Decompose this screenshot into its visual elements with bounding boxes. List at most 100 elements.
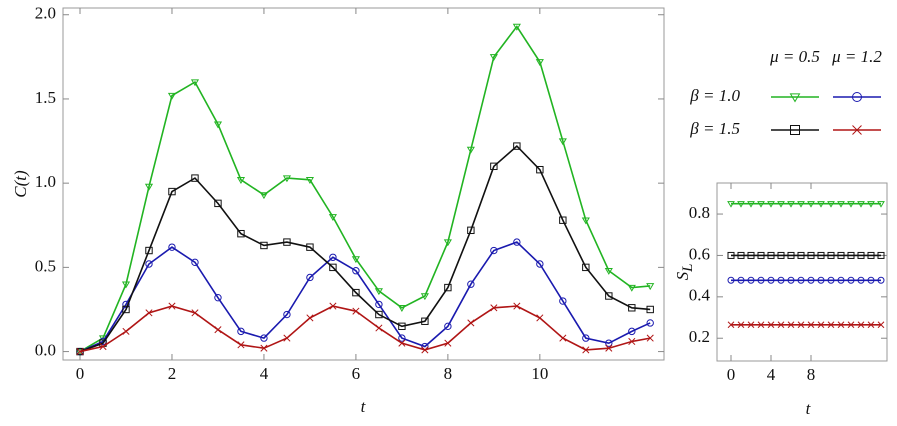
data-point: [535, 59, 544, 67]
data-point: [877, 251, 885, 259]
data-point: [444, 283, 452, 292]
data-point: [747, 251, 755, 259]
data-point: [490, 246, 498, 255]
x-axis-label: t: [806, 399, 812, 418]
data-point: [352, 267, 360, 275]
legend-marker: [852, 92, 862, 102]
data-point: [737, 276, 745, 284]
legend-row-header: β = 1.0: [689, 86, 740, 105]
y-tick-label: 1.0: [35, 172, 56, 191]
data-point: [727, 276, 735, 284]
data-point: [214, 326, 222, 334]
data-point: [847, 251, 855, 259]
series-line: [79, 241, 651, 353]
data-point: [122, 327, 130, 335]
data-point: [757, 251, 765, 259]
data-point: [877, 276, 885, 284]
data-point: [837, 201, 845, 208]
plot-frame: [62, 7, 665, 361]
data-point: [559, 297, 567, 305]
data-point: [145, 246, 153, 255]
data-point: [797, 321, 805, 329]
data-point: [467, 226, 475, 235]
data-point: [582, 346, 590, 354]
data-point: [737, 201, 745, 208]
series-line: [79, 305, 651, 353]
data-point: [827, 321, 835, 329]
data-point: [122, 305, 130, 314]
data-point: [797, 201, 805, 208]
data-point: [797, 276, 805, 284]
data-point: [877, 321, 885, 329]
data-point: [582, 334, 590, 342]
x-tick-label: 4: [260, 364, 269, 383]
data-point: [214, 199, 222, 208]
legend-marker: [789, 93, 801, 103]
data-point: [375, 324, 383, 332]
data-point: [827, 251, 835, 259]
data-point: [421, 346, 429, 354]
data-point: [260, 241, 268, 250]
data-point: [536, 165, 544, 174]
data-point: [857, 276, 865, 284]
data-point: [145, 309, 153, 317]
data-point: [857, 251, 865, 259]
x-tick-label: 4: [767, 365, 776, 384]
data-point: [145, 260, 153, 268]
data-point: [797, 251, 805, 259]
data-point: [306, 243, 314, 251]
x-axis-label: t: [361, 397, 367, 416]
data-point: [75, 348, 85, 356]
legend-marker: [852, 125, 862, 135]
data-point: [767, 251, 775, 259]
data-point: [213, 121, 223, 129]
data-point: [168, 243, 176, 251]
data-point: [559, 334, 567, 342]
y-tick-label: 0.5: [35, 256, 56, 275]
data-point: [144, 183, 154, 191]
legend-marker: [790, 125, 800, 135]
data-point: [757, 321, 765, 329]
data-point: [167, 92, 177, 100]
data-point: [767, 276, 775, 284]
x-tick-label: 0: [727, 365, 736, 384]
data-point: [737, 321, 745, 329]
data-point: [605, 344, 613, 352]
data-point: [867, 201, 875, 208]
data-point: [646, 283, 655, 291]
y-tick-label: 0.8: [689, 203, 710, 222]
data-point: [398, 339, 406, 347]
data-point: [807, 321, 815, 329]
data-point: [827, 201, 835, 208]
y-axis-label-main: C(t): [11, 170, 30, 198]
data-point: [559, 216, 567, 224]
data-point: [604, 267, 613, 275]
data-point: [727, 201, 735, 208]
data-point: [605, 292, 613, 300]
data-point: [375, 300, 383, 309]
data-point: [787, 251, 795, 259]
data-point: [444, 322, 452, 331]
data-point: [282, 175, 292, 183]
data-point: [190, 79, 200, 87]
data-point: [352, 288, 360, 297]
x-tick-label: 10: [531, 364, 548, 383]
data-point: [646, 319, 654, 327]
data-point: [329, 302, 337, 310]
data-point: [807, 251, 815, 259]
data-point: [443, 239, 452, 247]
data-point: [236, 177, 246, 184]
data-point: [787, 276, 795, 284]
data-point: [283, 238, 291, 246]
data-point: [747, 321, 755, 329]
data-point: [558, 138, 567, 146]
y-tick-label: 0.0: [35, 340, 56, 359]
data-point: [466, 146, 475, 154]
data-point: [467, 280, 475, 288]
data-point: [747, 276, 755, 284]
data-point: [513, 142, 521, 150]
data-point: [767, 201, 775, 208]
data-point: [328, 214, 337, 222]
data-point: [398, 334, 406, 342]
